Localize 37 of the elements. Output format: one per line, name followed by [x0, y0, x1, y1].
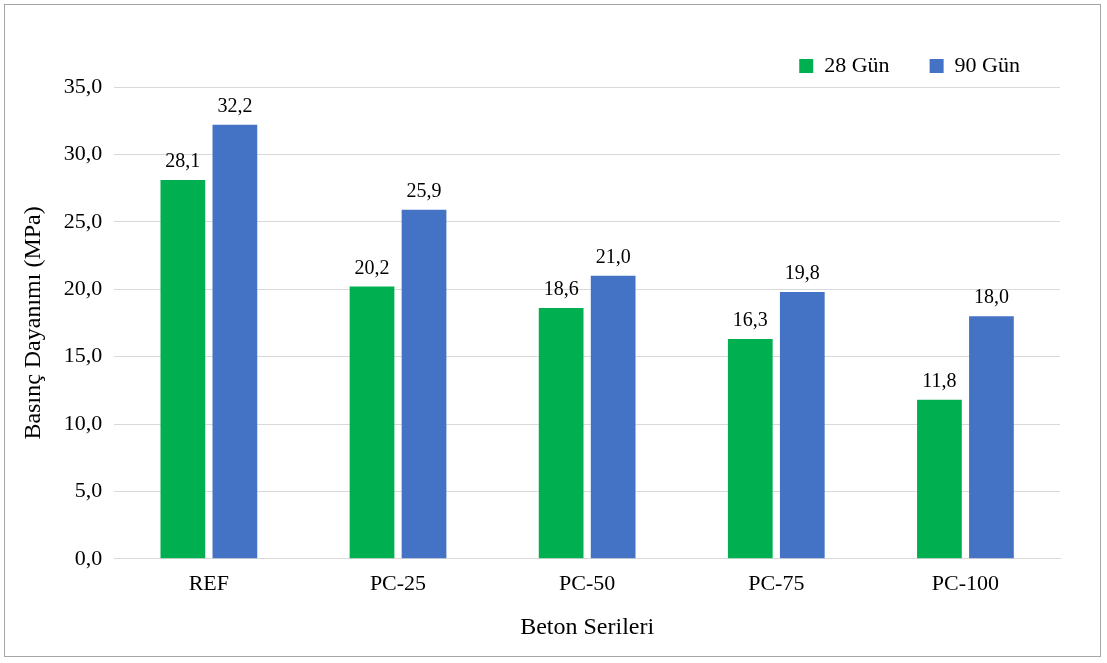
- legend-label: 28 Gün: [824, 51, 890, 77]
- x-tick-label: PC-50: [559, 569, 616, 595]
- x-tick-label: PC-75: [748, 569, 805, 595]
- bar: [779, 291, 825, 559]
- y-tick-label: 20,0: [63, 274, 103, 300]
- bar: [349, 286, 395, 559]
- bar: [401, 209, 447, 559]
- bar: [538, 308, 584, 559]
- data-label: 20,2: [354, 255, 390, 278]
- y-tick-label: 5,0: [74, 477, 103, 503]
- x-tick-label: REF: [188, 569, 230, 595]
- data-label: 25,9: [406, 178, 442, 201]
- bar: [212, 124, 258, 559]
- data-label: 32,2: [217, 93, 253, 116]
- x-tick-label: PC-25: [369, 569, 427, 595]
- data-label: 16,3: [732, 308, 768, 331]
- data-label: 19,8: [784, 261, 820, 284]
- x-tick-label: PC-100: [931, 569, 1000, 595]
- bar: [160, 180, 206, 559]
- x-axis-title: Beton Serileri: [520, 612, 655, 639]
- bar: [590, 275, 636, 559]
- data-label: 18,0: [973, 285, 1009, 308]
- bar: [969, 316, 1014, 559]
- data-label: 21,0: [595, 244, 631, 267]
- y-axis-title: Basınç Dayanımı (MPa): [18, 206, 45, 440]
- bar: [727, 339, 773, 559]
- legend-label: 90 Gün: [954, 51, 1020, 77]
- y-tick-label: 30,0: [63, 140, 103, 166]
- data-label: 11,8: [922, 368, 957, 391]
- data-label: 18,6: [543, 277, 579, 300]
- data-label: 28,1: [165, 149, 201, 172]
- bar: [917, 399, 962, 559]
- y-tick-label: 0,0: [74, 544, 103, 570]
- y-tick-label: 35,0: [63, 72, 103, 98]
- y-tick-label: 25,0: [63, 207, 103, 233]
- y-tick-label: 15,0: [63, 342, 103, 368]
- y-tick-label: 10,0: [63, 409, 103, 435]
